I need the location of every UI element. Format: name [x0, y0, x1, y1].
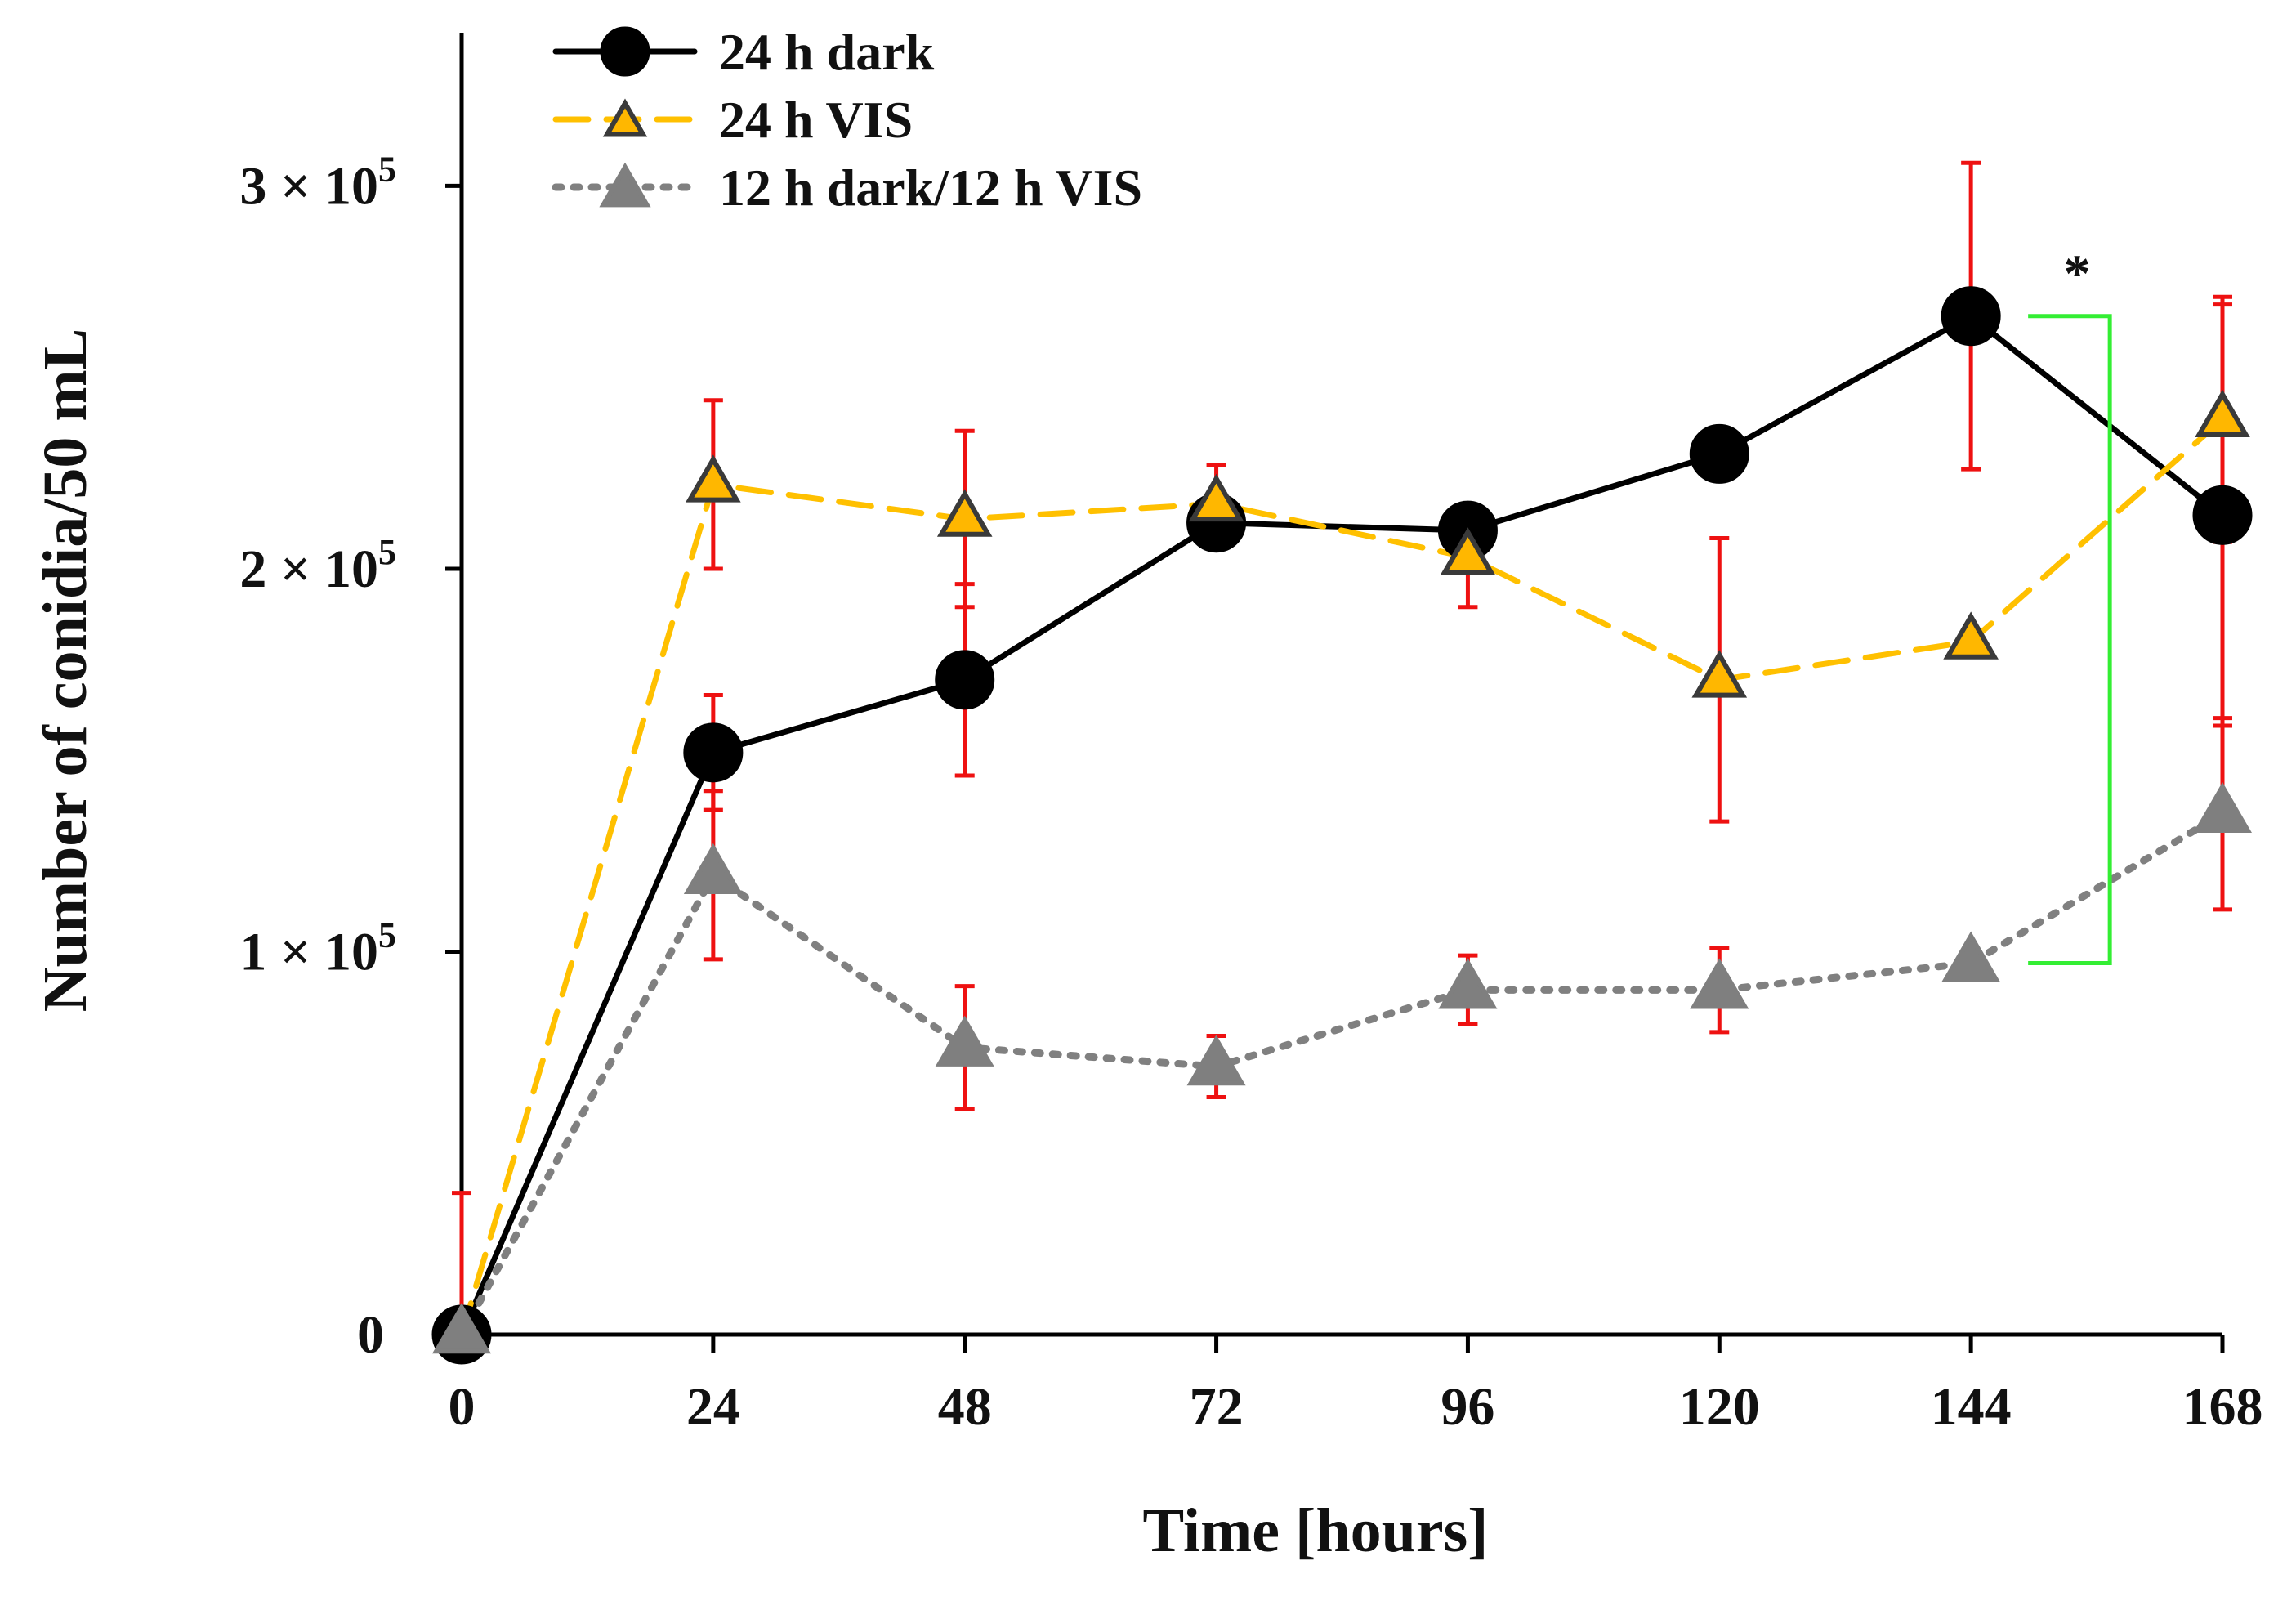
y-tick-mantissa: 0 — [357, 1305, 384, 1365]
x-tick-label: 0 — [449, 1377, 476, 1437]
y-tick-label: 0 — [357, 1305, 384, 1365]
data-point-vis — [1440, 527, 1496, 575]
significance-bracket — [2028, 314, 2112, 966]
significance-asterisk: * — [2064, 244, 2091, 304]
x-tick-label: 96 — [1441, 1377, 1494, 1437]
x-tick-label: 168 — [2182, 1377, 2263, 1437]
legend-marker-0 — [600, 26, 650, 77]
y-tick-exponent: 5 — [378, 915, 396, 955]
legend-label-2: 12 h dark/12 h VIS — [719, 159, 1142, 217]
y-tick-label: 2 × 105 — [239, 532, 396, 599]
x-tick-label: 120 — [1679, 1377, 1760, 1437]
x-tick-label: 24 — [686, 1377, 740, 1437]
y-tick-label: 3 × 105 — [239, 149, 396, 216]
data-point-cycle — [683, 843, 743, 894]
data-point-cycle — [1438, 958, 1498, 1009]
data-point-vis — [686, 454, 741, 503]
data-point-cycle — [1186, 1035, 1246, 1086]
y-tick-mantissa: 3 — [239, 156, 266, 216]
x-axis-title: Time [hours] — [1143, 1496, 1489, 1565]
data-point-cycle — [935, 1015, 994, 1067]
data-point-dark — [2192, 485, 2253, 545]
legend: 24 h dark 24 h VIS 12 h dark/12 h VIS — [552, 23, 1142, 217]
series-line-2 — [458, 810, 2227, 1339]
legend-label-1: 24 h VIS — [719, 91, 913, 149]
data-point-vis — [1943, 611, 1999, 660]
data-point-dark — [1941, 286, 2001, 347]
data-point-cycle — [431, 1303, 492, 1354]
series-line-1 — [458, 416, 2226, 1338]
data-point-cycle — [1690, 958, 1749, 1009]
y-tick-exponent: 5 — [378, 532, 396, 572]
data-point-vis — [936, 489, 993, 537]
data-point-dark — [935, 650, 995, 710]
data-point-vis — [2195, 389, 2250, 437]
data-point-vis — [1188, 473, 1244, 522]
series-line-0 — [458, 313, 2226, 1338]
legend-label-0: 24 h dark — [719, 23, 935, 81]
y-tick-mantissa: 2 — [239, 539, 266, 599]
y-axis-title: Number of conidia/50 mL — [31, 329, 100, 1013]
data-point-cycle — [1941, 931, 2001, 982]
x-tick-label: 144 — [1931, 1377, 2012, 1437]
y-tick-base: × 10 — [266, 922, 378, 982]
data-point-cycle — [2192, 781, 2253, 834]
y-tick-exponent: 5 — [378, 149, 396, 189]
x-tick-label: 72 — [1190, 1377, 1244, 1437]
y-tick-label: 1 × 105 — [239, 915, 396, 982]
data-point-dark — [1689, 423, 1749, 484]
x-tick-label: 48 — [938, 1377, 992, 1437]
y-tick-base: × 10 — [266, 539, 378, 599]
y-tick-base: × 10 — [266, 156, 378, 216]
legend-marker-2 — [599, 162, 651, 208]
data-point-dark — [683, 722, 744, 783]
y-tick-mantissa: 1 — [239, 922, 266, 982]
y-axis-title-group: Number of conidia/50 mL — [31, 329, 100, 1013]
legend-marker-1 — [602, 98, 648, 137]
data-point-vis — [1691, 650, 1748, 698]
